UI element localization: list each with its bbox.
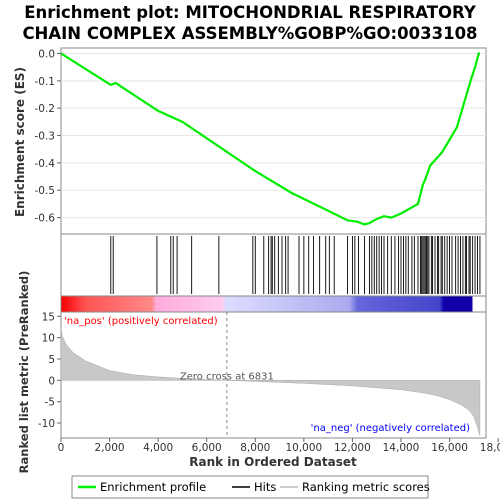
es-y-tick-label: -0.5 [35, 185, 56, 197]
metric-y-tick-label: 5 [48, 354, 55, 366]
es-y-tick-label: -0.1 [35, 76, 56, 88]
rank-color-gradient [61, 296, 473, 312]
es-gridlines [61, 52, 486, 219]
enrichment-profile-line [60, 52, 480, 226]
ranking-metric-area [60, 326, 481, 436]
x-tick-label: 18,000 [480, 442, 500, 454]
metric-y-tick-label: 15 [42, 311, 55, 323]
es-y-tick-label: -0.3 [35, 131, 56, 143]
metric-y-axis-title: Ranked list metric (PreRanked) [17, 271, 31, 474]
x-tick-label: 2,000 [95, 442, 125, 454]
x-tick-label: 12,000 [334, 442, 371, 454]
metric-y-tick-label: -5 [45, 397, 55, 409]
metric-y-ticks: 15 10 5 0 -5 -10 [38, 311, 61, 430]
na-pos-label: 'na_pos' (positively correlated) [64, 316, 218, 327]
x-tick-label: 16,000 [431, 442, 468, 454]
x-ticks: 0 2,000 4,000 6,000 8,000 10,000 12,000 14,000 1… [58, 438, 500, 454]
zero-cross-label: Zero cross at 6831 [180, 371, 274, 382]
metric-y-tick-label: -10 [38, 418, 55, 430]
es-y-axis-title: Enrichment score (ES) [13, 67, 27, 217]
es-y-tick-label: -0.2 [35, 103, 56, 115]
x-tick-label: 4,000 [143, 442, 173, 454]
es-y-ticks: 0.0 -0.1 -0.2 -0.3 -0.4 -0.5 -0.6 [35, 48, 61, 225]
legend-enrichment-label: Enrichment profile [100, 480, 206, 494]
x-tick-label: 0 [58, 442, 65, 454]
na-neg-label: 'na_neg' (negatively correlated) [311, 423, 470, 434]
hit-marks [110, 236, 481, 294]
chart-title-line-1: Enrichment plot: MITOCHONDRIAL RESPIRATO… [24, 3, 477, 22]
x-tick-label: 6,000 [192, 442, 222, 454]
metric-y-tick-label: 0 [48, 375, 55, 387]
hits-panel-frame [60, 233, 487, 297]
chart-title-line-2: CHAIN COMPLEX ASSEMBLY%GOBP%GO:0033108 [22, 24, 477, 43]
es-y-tick-label: -0.6 [35, 213, 56, 225]
x-tick-label: 14,000 [383, 442, 420, 454]
es-y-tick-label: 0.0 [38, 48, 55, 60]
es-y-tick-label: -0.4 [35, 158, 56, 170]
x-tick-label: 10,000 [285, 442, 322, 454]
metric-y-tick-label: 10 [42, 333, 55, 345]
legend-metric-label: Ranking metric scores [302, 480, 430, 494]
x-tick-label: 8,000 [240, 442, 270, 454]
legend-hits-label: Hits [254, 480, 276, 494]
x-axis-title: Rank in Ordered Dataset [189, 455, 357, 469]
es-panel-frame [60, 47, 487, 235]
